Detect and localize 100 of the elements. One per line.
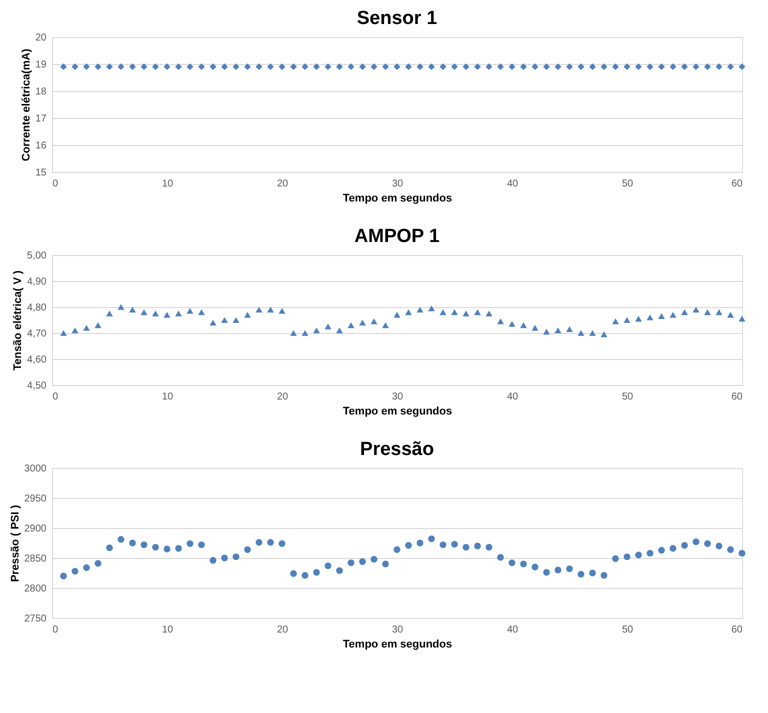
y-axis-title: Pressão ( PSI ) bbox=[9, 504, 22, 582]
point bbox=[118, 536, 124, 543]
point bbox=[486, 544, 492, 551]
point bbox=[244, 312, 251, 318]
y-tick-label: 18 bbox=[35, 86, 47, 98]
point bbox=[440, 541, 446, 548]
point bbox=[670, 545, 676, 552]
point bbox=[267, 539, 274, 546]
point bbox=[405, 542, 412, 549]
y-tick-label: 19 bbox=[35, 60, 47, 70]
point bbox=[72, 327, 78, 334]
y-tick-label: 17 bbox=[35, 114, 47, 124]
point bbox=[290, 570, 297, 577]
x-tick-label: 20 bbox=[276, 624, 288, 636]
point bbox=[692, 306, 700, 313]
x-tick-label: 0 bbox=[52, 178, 58, 190]
point bbox=[152, 310, 159, 316]
point bbox=[118, 304, 124, 310]
point bbox=[232, 553, 240, 560]
point bbox=[704, 540, 711, 547]
chart-title: Pressão bbox=[360, 439, 434, 460]
point bbox=[624, 553, 630, 560]
x-tick-label: 60 bbox=[731, 178, 743, 190]
x-tick-label: 50 bbox=[622, 392, 634, 402]
x-tick-label: 10 bbox=[162, 624, 174, 636]
x-tick-label: 0 bbox=[52, 392, 58, 402]
y-tick-label: 4,70 bbox=[27, 328, 47, 340]
point bbox=[589, 330, 596, 336]
point bbox=[554, 327, 562, 334]
point bbox=[692, 538, 700, 546]
point bbox=[727, 546, 734, 553]
point bbox=[94, 322, 102, 328]
point bbox=[221, 317, 228, 323]
point bbox=[394, 546, 400, 553]
point bbox=[129, 540, 136, 546]
x-axis-title: Tempo em segundos bbox=[342, 406, 452, 418]
point bbox=[658, 546, 665, 554]
y-tick-label: 16 bbox=[35, 140, 47, 152]
point bbox=[670, 312, 676, 318]
point bbox=[152, 544, 159, 551]
point bbox=[738, 316, 746, 322]
point bbox=[646, 550, 654, 557]
point bbox=[635, 552, 642, 558]
point bbox=[716, 542, 722, 550]
point bbox=[474, 309, 481, 316]
point bbox=[520, 560, 527, 568]
point bbox=[83, 564, 90, 571]
point bbox=[336, 327, 343, 334]
y-tick-label: 2900 bbox=[24, 524, 47, 534]
x-tick-label: 50 bbox=[622, 624, 634, 636]
point bbox=[612, 318, 619, 324]
y-tick-label: 2850 bbox=[24, 554, 47, 564]
y-tick-label: 2950 bbox=[24, 494, 47, 504]
x-tick-label: 0 bbox=[52, 624, 58, 636]
point bbox=[532, 564, 538, 570]
point bbox=[267, 306, 274, 313]
point bbox=[140, 309, 148, 316]
x-tick-label: 40 bbox=[506, 624, 518, 636]
y-tick-label: 5,00 bbox=[27, 250, 47, 262]
point bbox=[370, 318, 378, 324]
point bbox=[543, 569, 550, 576]
point bbox=[313, 569, 320, 576]
y-tick-label: 2800 bbox=[24, 584, 47, 594]
point bbox=[738, 550, 746, 557]
point bbox=[164, 312, 170, 318]
point bbox=[497, 318, 504, 324]
point bbox=[244, 546, 251, 553]
point bbox=[566, 326, 573, 332]
point bbox=[451, 309, 458, 316]
point bbox=[578, 570, 584, 578]
y-axis-title: Tensão elétrica( V ) bbox=[12, 270, 24, 371]
point bbox=[129, 306, 136, 313]
point bbox=[290, 330, 297, 336]
point bbox=[532, 324, 538, 331]
point bbox=[508, 320, 516, 327]
point bbox=[486, 310, 492, 316]
point bbox=[164, 546, 170, 552]
point bbox=[497, 554, 504, 561]
point bbox=[72, 568, 78, 575]
chart-title: AMPOP 1 bbox=[354, 226, 440, 247]
point bbox=[278, 540, 286, 547]
point bbox=[210, 320, 216, 326]
point bbox=[624, 317, 630, 323]
y-tick-label: 20 bbox=[35, 32, 47, 44]
point bbox=[428, 305, 435, 312]
x-tick-label: 10 bbox=[162, 178, 174, 190]
point bbox=[106, 310, 113, 316]
point bbox=[382, 560, 389, 568]
point bbox=[175, 545, 182, 552]
point bbox=[635, 316, 642, 322]
x-tick-label: 60 bbox=[731, 624, 743, 636]
x-tick-label: 20 bbox=[276, 392, 288, 402]
y-tick-label: 3000 bbox=[24, 464, 47, 474]
x-tick-label: 60 bbox=[731, 392, 743, 402]
point bbox=[681, 542, 688, 549]
point bbox=[186, 540, 194, 547]
point bbox=[348, 559, 354, 566]
point bbox=[256, 306, 262, 313]
point bbox=[508, 559, 516, 566]
point bbox=[554, 566, 562, 574]
